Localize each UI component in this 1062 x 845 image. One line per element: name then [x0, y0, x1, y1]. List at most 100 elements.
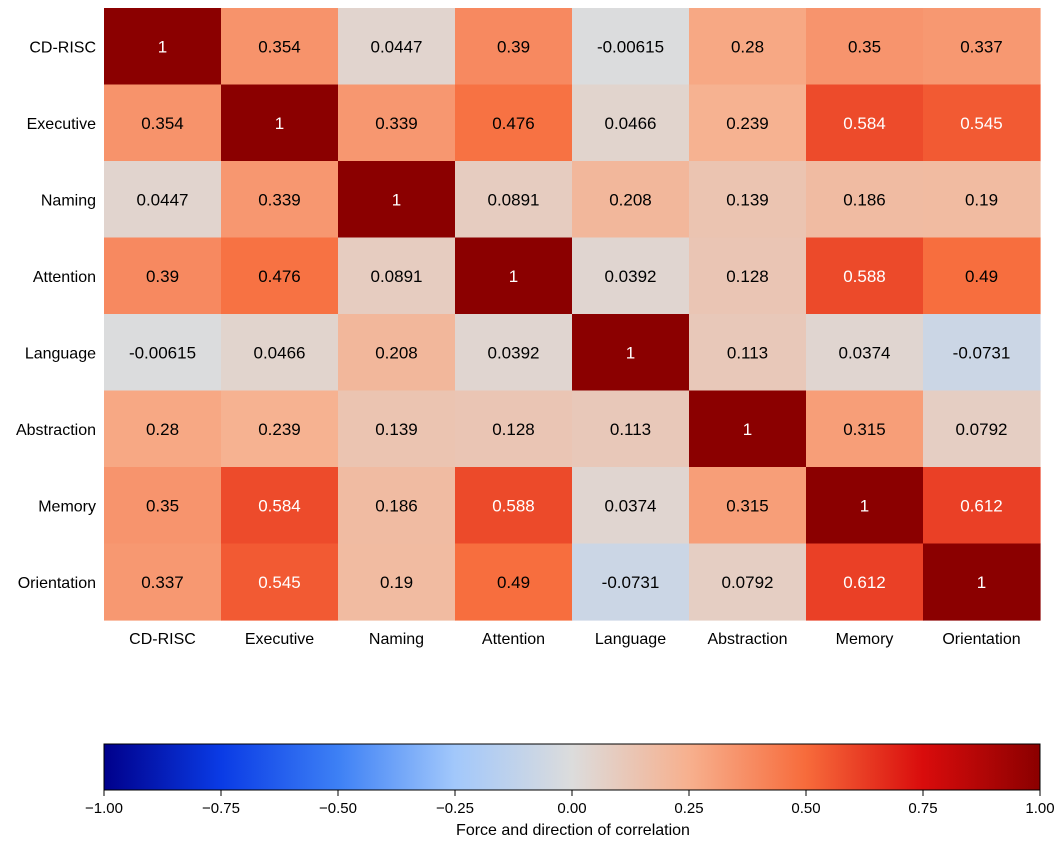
heatmap-cell: [455, 8, 573, 86]
column-label: Attention: [482, 631, 545, 648]
heatmap-cell: [572, 390, 690, 468]
heatmap-cell: [338, 84, 456, 162]
cell-value-label: 0.612: [843, 573, 886, 592]
heatmap-cell: [689, 543, 807, 621]
heatmap-cell: [455, 84, 573, 162]
heatmap-cell: [104, 84, 222, 162]
heatmap-cell: [923, 314, 1041, 392]
heatmap-cell: [689, 237, 807, 315]
cell-value-label: 0.584: [258, 496, 301, 515]
heatmap-cell: [221, 467, 339, 545]
heatmap-cell: [572, 161, 690, 239]
column-label: CD-RISC: [129, 631, 196, 648]
cell-value-label: 0.19: [965, 190, 998, 209]
cell-value-label: 0.35: [146, 496, 179, 515]
heatmap-cell-labels: 1 0.354 0.0447 0.39 -0.00615 0.28 0.35 0.337 0.3…: [129, 37, 1010, 592]
cell-value-label: -0.00615: [129, 343, 196, 362]
row-labels: CD-RISC Executive Naming Attention Language A…: [16, 39, 96, 592]
row-label: Memory: [38, 498, 96, 515]
row-label: CD-RISC: [29, 39, 96, 56]
heatmap-cell: [806, 467, 924, 545]
cell-value-label: -0.0731: [953, 343, 1011, 362]
heatmap-cell: [689, 314, 807, 392]
cell-value-label: 0.35: [848, 37, 881, 56]
heatmap-cell: [572, 237, 690, 315]
cell-value-label: 0.239: [258, 420, 301, 439]
row-label: Language: [25, 345, 96, 362]
cell-value-label: 0.0891: [371, 267, 423, 286]
column-label: Language: [595, 631, 666, 648]
cell-value-label: 0.0447: [371, 37, 423, 56]
heatmap-cell: [923, 237, 1041, 315]
heatmap-cell: [923, 161, 1041, 239]
cell-value-label: 0.0392: [605, 267, 657, 286]
cell-value-label: 0.315: [843, 420, 886, 439]
heatmap-cell: [572, 314, 690, 392]
cell-value-label: 0.28: [731, 37, 764, 56]
row-label: Naming: [41, 192, 96, 209]
cell-value-label: 0.239: [726, 114, 769, 133]
column-labels: CD-RISC Executive Naming Attention Language A…: [129, 631, 1020, 648]
cell-value-label: 0.337: [141, 573, 184, 592]
row-label: Orientation: [18, 575, 96, 592]
colorbar-tick-label: 0.75: [908, 800, 937, 817]
heatmap-cell: [689, 84, 807, 162]
heatmap-cell: [221, 161, 339, 239]
heatmap-cell: [806, 8, 924, 86]
heatmap-cell: [689, 467, 807, 545]
cell-value-label: 0.0374: [839, 343, 891, 362]
cell-value-label: 0.139: [726, 190, 769, 209]
heatmap-cell: [221, 84, 339, 162]
cell-value-label: 1: [392, 190, 401, 209]
cell-value-label: 0.28: [146, 420, 179, 439]
heatmap-cell: [221, 314, 339, 392]
cell-value-label: 0.128: [492, 420, 535, 439]
heatmap-cell: [338, 390, 456, 468]
cell-value-label: 0.19: [380, 573, 413, 592]
cell-value-label: 0.0891: [488, 190, 540, 209]
heatmap-cell: [221, 390, 339, 468]
heatmap-cell: [923, 8, 1041, 86]
heatmap-cell: [806, 543, 924, 621]
heatmap-cell: [338, 161, 456, 239]
heatmap-cell: [338, 467, 456, 545]
cell-value-label: 1: [158, 37, 167, 56]
colorbar-tick-label: 0.25: [674, 800, 703, 817]
heatmap-cell: [689, 161, 807, 239]
heatmap-cell: [455, 314, 573, 392]
heatmap-cell: [104, 390, 222, 468]
colorbar-gradient: [103, 743, 1041, 791]
heatmap-cell: [689, 8, 807, 86]
heatmap-cell: [338, 314, 456, 392]
heatmap-cell: [104, 314, 222, 392]
heatmap-cell: [104, 543, 222, 621]
cell-value-label: 0.315: [726, 496, 769, 515]
heatmap-cell: [923, 467, 1041, 545]
cell-value-label: 0.0466: [254, 343, 306, 362]
heatmap-cell: [455, 237, 573, 315]
cell-value-label: 0.0792: [956, 420, 1008, 439]
cell-value-label: 0.208: [609, 190, 652, 209]
cell-value-label: 0.0392: [488, 343, 540, 362]
heatmap-cell: [806, 314, 924, 392]
cell-value-label: 0.128: [726, 267, 769, 286]
heatmap-cell: [689, 390, 807, 468]
heatmap-cell: [221, 8, 339, 86]
heatmap-cell: [455, 467, 573, 545]
colorbar-tick-label: 0.00: [557, 800, 586, 817]
heatmap-cell: [338, 237, 456, 315]
cell-value-label: 0.584: [843, 114, 886, 133]
cell-value-label: 0.545: [960, 114, 1003, 133]
cell-value-label: -0.0731: [602, 573, 660, 592]
colorbar-tick-label: −1.00: [85, 800, 123, 817]
cell-value-label: -0.00615: [597, 37, 664, 56]
cell-value-label: 0.0447: [137, 190, 189, 209]
colorbar-tick-label: −0.75: [202, 800, 240, 817]
cell-value-label: 0.49: [497, 573, 530, 592]
heatmap-cell: [104, 161, 222, 239]
heatmap-cell: [572, 543, 690, 621]
cell-value-label: 1: [977, 573, 986, 592]
cell-value-label: 0.186: [843, 190, 886, 209]
row-label: Abstraction: [16, 422, 96, 439]
